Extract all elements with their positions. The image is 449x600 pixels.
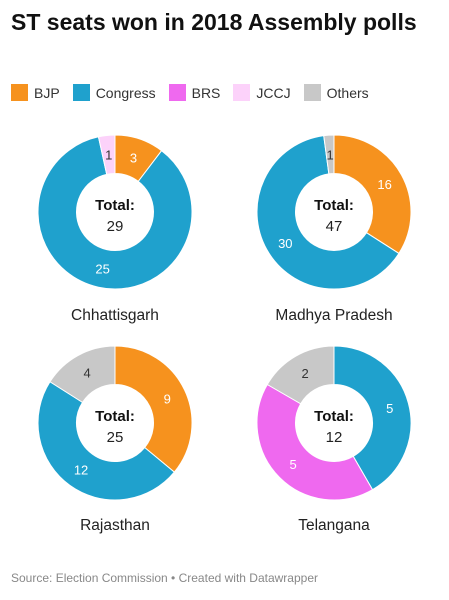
legend-swatch-brs [168, 84, 186, 101]
slice-congress [333, 345, 412, 491]
slice-label-congress: 12 [74, 463, 88, 478]
slice-congress [256, 135, 400, 290]
donut-chart-madhya-pradesh: 16 30 1 [256, 134, 412, 290]
slice-bjp [333, 134, 412, 255]
total-value-chhattisgarh: 29 [106, 218, 124, 235]
donut-panel-madhya-pradesh: 16 30 1 Total: 47 Madhya Pradesh [239, 130, 429, 330]
slice-label-bjp: 9 [164, 391, 171, 406]
legend-item-others: Others [303, 84, 369, 101]
legend-label-bjp: BJP [34, 84, 60, 101]
slice-label-brs: 5 [290, 457, 297, 472]
slice-label-others: 2 [302, 366, 309, 381]
legend-label-brs: BRS [191, 84, 221, 101]
chart-title: ST seats won in 2018 Assembly polls [11, 9, 417, 35]
donut-chart-telangana: 5 5 2 [256, 345, 412, 501]
slice-label-congress: 25 [95, 261, 109, 276]
total-label: Total: [95, 197, 135, 214]
total-label: Total: [314, 408, 354, 425]
legend-item-bjp: BJP [11, 84, 60, 101]
slice-jccj [97, 134, 116, 175]
total-label: Total: [314, 197, 354, 214]
slice-label-congress: 30 [278, 236, 292, 251]
source-footer: Source: Election Commission • Created wi… [11, 571, 318, 585]
legend-item-brs: BRS [168, 84, 221, 101]
legend-swatch-congress [72, 84, 90, 101]
slice-others [266, 345, 335, 405]
donut-chart-chhattisgarh: 3 25 1 [37, 134, 193, 290]
legend-swatch-jccj [233, 84, 251, 101]
donut-panel-chhattisgarh: 3 25 1 Total: 29 Chhattisgarh [20, 130, 210, 330]
slice-congress [37, 136, 193, 290]
total-label: Total: [95, 408, 135, 425]
legend-item-congress: Congress [72, 84, 156, 101]
state-label-madhya-pradesh: Madhya Pradesh [275, 307, 393, 324]
donut-panel-telangana: 5 5 2 Total: 12 Telangana [239, 341, 429, 541]
slice-others [323, 134, 335, 175]
state-label-telangana: Telangana [298, 517, 370, 534]
total-value-madhya-pradesh: 47 [325, 218, 343, 235]
state-label-chhattisgarh: Chhattisgarh [71, 307, 159, 324]
state-label-rajasthan: Rajasthan [80, 517, 150, 534]
legend-swatch-bjp [11, 84, 28, 101]
total-value-rajasthan: 25 [106, 429, 124, 446]
slice-label-jccj: 1 [105, 148, 112, 163]
slice-brs [256, 383, 374, 501]
legend-item-jccj: JCCJ [233, 84, 291, 101]
total-value-telangana: 12 [325, 429, 343, 446]
slice-label-bjp: 3 [130, 150, 137, 165]
slice-congress [37, 381, 176, 501]
slice-label-others: 4 [84, 365, 91, 380]
legend-label-jccj: JCCJ [256, 84, 291, 101]
slice-others [49, 345, 116, 404]
slice-label-congress: 5 [386, 401, 393, 416]
legend: BJP Congress BRS JCCJ Others [11, 84, 382, 101]
slice-bjp [114, 345, 193, 473]
legend-swatch-others [303, 84, 321, 101]
donut-panel-rajasthan: 9 12 4 Total: 25 Rajasthan [20, 341, 210, 541]
donut-chart-rajasthan: 9 12 4 [37, 345, 193, 501]
slice-label-bjp: 16 [377, 177, 391, 192]
legend-label-congress: Congress [95, 84, 156, 101]
legend-label-others: Others [326, 84, 369, 101]
slice-label-others: 1 [327, 147, 334, 162]
